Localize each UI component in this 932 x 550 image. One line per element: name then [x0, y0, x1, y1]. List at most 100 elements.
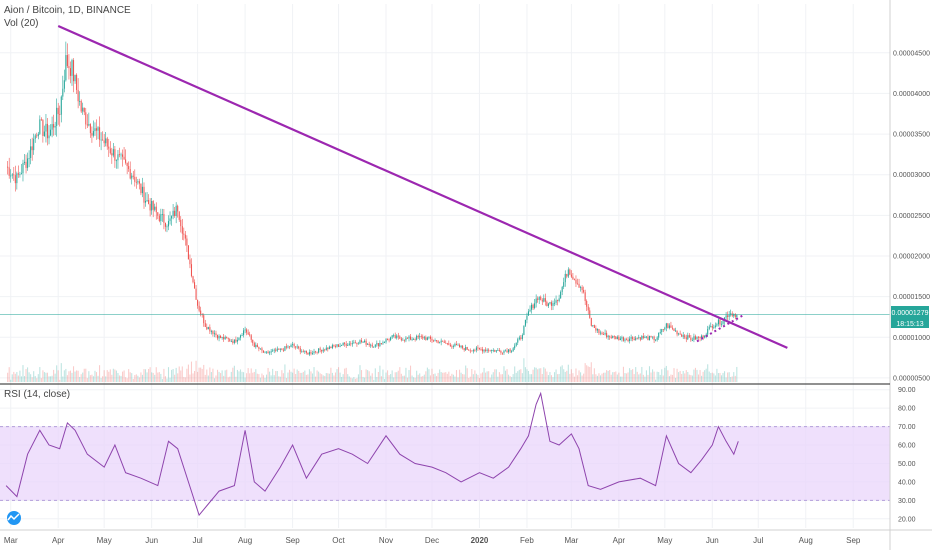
candle-body [590, 317, 592, 326]
candle-body [497, 350, 499, 351]
volume-bar [351, 378, 353, 382]
candle-body [318, 348, 320, 353]
candle-body [474, 350, 476, 351]
volume-bar [63, 370, 65, 382]
candle-body [250, 335, 252, 340]
candle-body [313, 351, 315, 354]
volume-bar [143, 369, 145, 382]
candle-body [218, 336, 220, 339]
candle-body [264, 351, 266, 353]
volume-bar [51, 375, 53, 382]
rsi-layer [5, 391, 739, 517]
candle-body [46, 123, 49, 139]
volume-bar [152, 372, 154, 382]
candle-body [630, 337, 632, 339]
volume-bar [524, 367, 526, 382]
candle-body [282, 349, 284, 351]
volume-bar [370, 375, 372, 382]
volume-bar [662, 375, 664, 382]
candle-body [327, 347, 329, 350]
volume-bar [566, 370, 568, 382]
candle-body [321, 349, 323, 352]
volume-bar [560, 366, 562, 382]
candle-body [99, 127, 101, 140]
rsi-band-layer [0, 426, 890, 501]
descending-trendline[interactable] [57, 24, 788, 349]
volume-bar [466, 368, 468, 382]
candle-body [270, 351, 272, 353]
candle-body [353, 342, 355, 344]
volume-bar [512, 374, 514, 382]
volume-bar [42, 370, 44, 382]
candle-body [50, 129, 52, 136]
volume-bar [422, 376, 424, 382]
volume-bar [387, 370, 389, 382]
volume-bar [478, 377, 481, 382]
candle-body [204, 323, 206, 327]
volume-bar [521, 373, 523, 382]
candle-body [134, 176, 136, 182]
volume-bar [589, 366, 591, 382]
candle-body [247, 332, 249, 335]
axis-layer: 0.00000500 0.00001000 0.00001500 0.00002000… [4, 50, 930, 545]
candle-body [488, 349, 490, 351]
candle-body [284, 346, 286, 351]
volume-legend[interactable]: Vol (20) [4, 18, 38, 29]
volume-bar [518, 369, 520, 382]
volume-bar [163, 368, 165, 382]
tradingview-logo-icon[interactable] [7, 511, 21, 525]
volume-bar [380, 376, 382, 382]
candle-body [252, 339, 254, 344]
candle-body [209, 327, 211, 332]
volume-bar [28, 372, 30, 382]
volume-bar [368, 371, 370, 382]
candle-body [233, 339, 235, 343]
chart-title[interactable]: Aion / Bitcoin, 1D, BINANCE [4, 5, 131, 16]
candle-body [177, 205, 179, 212]
candle-body [76, 74, 78, 90]
volume-bar [630, 370, 632, 382]
candle-body [411, 339, 413, 340]
candle-body [97, 127, 99, 131]
candle-body [416, 335, 418, 340]
candle-body [639, 337, 641, 340]
volume-bar [114, 369, 116, 382]
volume-bar [451, 373, 453, 382]
candle-body [13, 174, 15, 176]
volume-bar [558, 373, 560, 382]
candle-body [194, 282, 196, 289]
volume-bar [287, 372, 289, 382]
volume-bar [576, 375, 579, 382]
candle-body [408, 336, 410, 339]
volume-bar [92, 376, 94, 382]
volume-bar [598, 373, 600, 382]
candle-body [601, 332, 603, 335]
candle-body [478, 348, 481, 350]
volume-bar [362, 376, 364, 382]
candle-body [253, 343, 255, 348]
candle-body [694, 336, 696, 340]
volume-bar [30, 374, 32, 382]
rsi-tick-label: 90.00 [898, 387, 916, 394]
candle-body [132, 175, 134, 177]
candle-body [684, 335, 686, 338]
volume-bar [125, 377, 127, 382]
candle-body [547, 303, 549, 307]
volume-bar [373, 379, 375, 382]
volume-bar [728, 372, 730, 382]
rsi-legend[interactable]: RSI (14, close) [4, 389, 70, 400]
volume-bar [365, 369, 367, 382]
candle-body [627, 339, 629, 341]
volume-bar [57, 370, 59, 382]
support-trendline[interactable] [696, 313, 745, 343]
candle-body [596, 329, 598, 331]
candle-body [324, 349, 326, 351]
candle-body [328, 346, 330, 350]
volume-bar [529, 374, 531, 382]
candle-body [198, 305, 200, 311]
volume-bar [97, 375, 99, 382]
volume-bar [177, 373, 179, 382]
volume-bar [184, 377, 186, 382]
volume-bar [305, 374, 307, 382]
volume-bar [540, 368, 542, 382]
